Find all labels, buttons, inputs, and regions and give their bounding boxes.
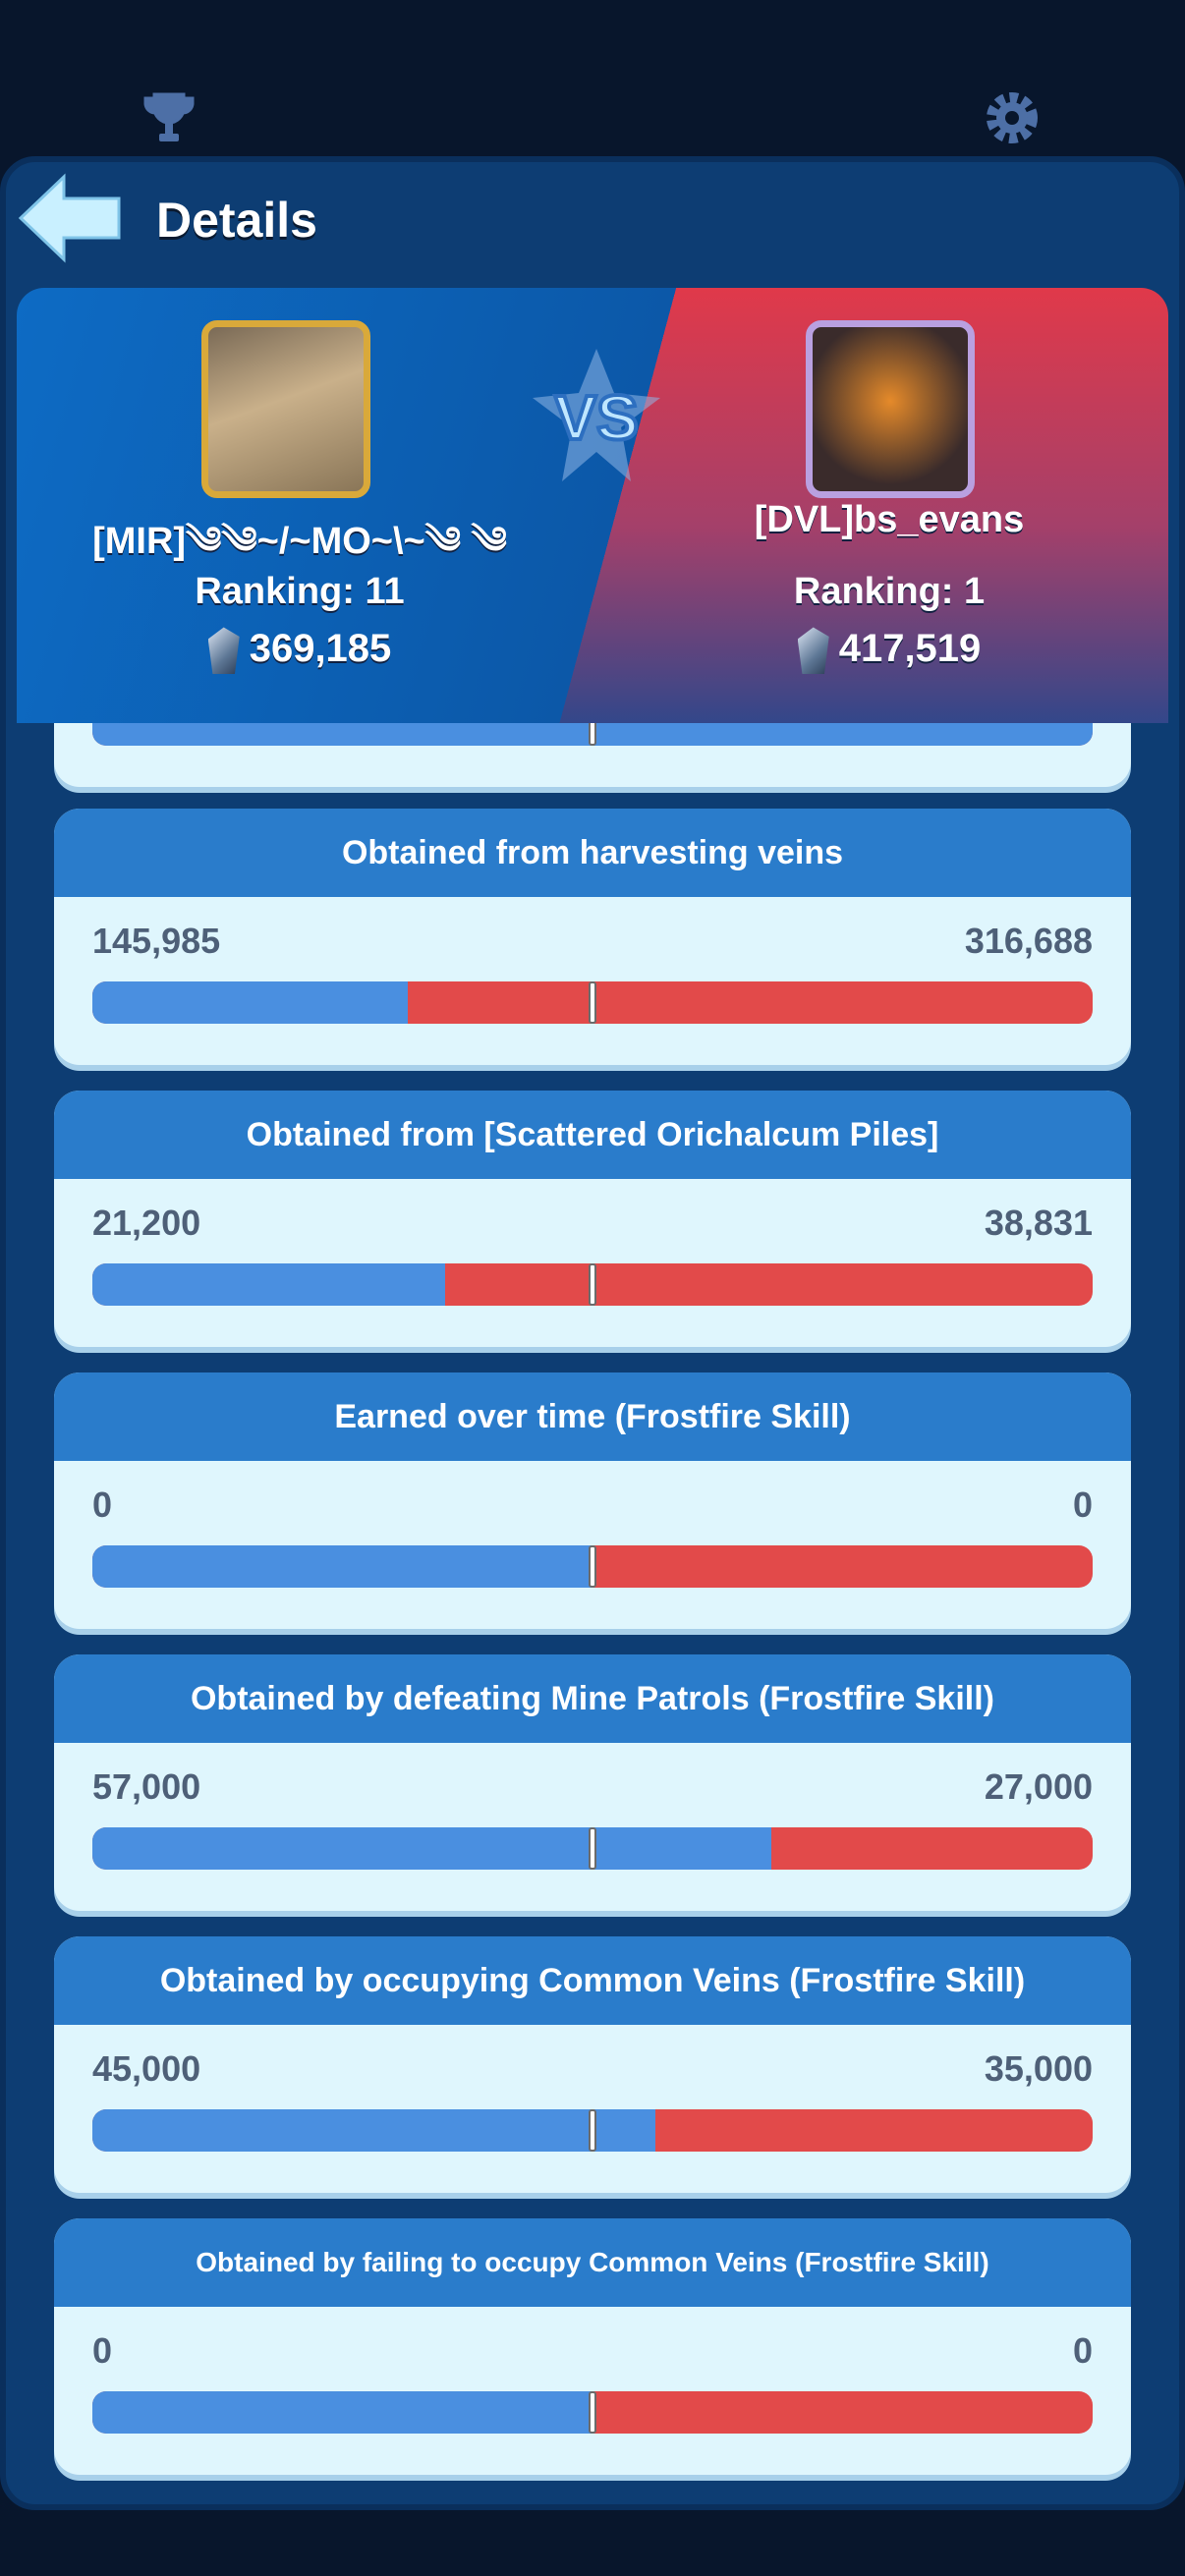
orichalcum-icon [207,627,240,675]
stat-title: Obtained from [Scattered Orichalcum Pile… [54,1091,1131,1179]
right-score-value: 417,519 [838,627,982,670]
page-title: Details [156,193,317,248]
left-value: 57,000 [92,1766,201,1807]
right-player-name[interactable]: [DVL]bs_evans [754,499,1025,540]
versus-header: VS [MIR]༄༄~/~MO~\~༄ ༄ [DVL]bs_evans Rank… [17,288,1168,723]
stat-title: Obtained by defeating Mine Patrols (Fros… [54,1654,1131,1743]
left-fill [92,2391,592,2434]
midpoint-marker [589,1827,596,1870]
right-value: 0 [1072,1484,1093,1525]
midpoint-marker [589,2109,596,2152]
stat-card: Obtained by occupying Common Veins (Fros… [54,1936,1131,2193]
left-value: 45,000 [92,2048,201,2089]
vs-badge: VS [533,349,660,481]
right-value: 38,831 [984,1203,1093,1243]
gear-icon[interactable] [983,88,1042,147]
comparison-bar [92,981,1093,1024]
left-player-ranking: Ranking: 11 [195,571,405,612]
left-fill [92,2109,655,2152]
left-fill [92,1545,592,1588]
stat-card: Obtained by defeating Mine Patrols (Fros… [54,1654,1131,1911]
midpoint-marker [589,2391,596,2434]
stat-card: Earned over time (Frostfire Skill) 0 0 [54,1372,1131,1629]
left-value: 0 [92,2330,113,2371]
stat-title: Earned over time (Frostfire Skill) [54,1372,1131,1461]
comparison-bar [92,2391,1093,2434]
left-value: 21,200 [92,1203,201,1243]
right-player-ranking: Ranking: 1 [793,571,986,612]
stat-card: Obtained from [Scattered Orichalcum Pile… [54,1091,1131,1347]
left-player-score: 369,185 [25,627,575,675]
left-score-value: 369,185 [249,627,392,670]
comparison-bar [92,1545,1093,1588]
right-value: 35,000 [984,2048,1093,2089]
midpoint-marker [589,1263,596,1306]
left-value: 145,985 [92,921,221,961]
comparison-bar [92,1827,1093,1870]
comparison-bar [92,2109,1093,2152]
right-player-avatar[interactable] [806,320,975,498]
left-fill [92,1827,772,1870]
comparison-bar [92,1263,1093,1306]
midpoint-marker [589,1545,596,1588]
left-player-name[interactable]: [MIR]༄༄~/~MO~\~༄ ༄ [92,521,507,562]
left-fill [92,1263,446,1306]
orichalcum-icon [797,627,829,675]
top-bar [0,0,1185,156]
stat-title: Obtained by occupying Common Veins (Fros… [54,1936,1131,2025]
stat-card: Obtained from harvesting veins 145,985 3… [54,809,1131,1065]
right-value: 27,000 [984,1766,1093,1807]
stat-title: Obtained from harvesting veins [54,809,1131,897]
trophy-icon[interactable] [140,88,198,147]
midpoint-marker [589,981,596,1024]
left-fill [92,981,408,1024]
right-player-score: 417,519 [614,627,1164,675]
vs-label: VS [554,382,638,453]
left-player-avatar[interactable] [201,320,370,498]
left-value: 0 [92,1484,113,1525]
right-value: 0 [1072,2330,1093,2371]
stat-title: Obtained by failing to occupy Common Vei… [54,2218,1131,2307]
stat-card: Obtained by failing to occupy Common Vei… [54,2218,1131,2475]
right-value: 316,688 [964,921,1093,961]
back-arrow-icon[interactable] [17,173,125,263]
